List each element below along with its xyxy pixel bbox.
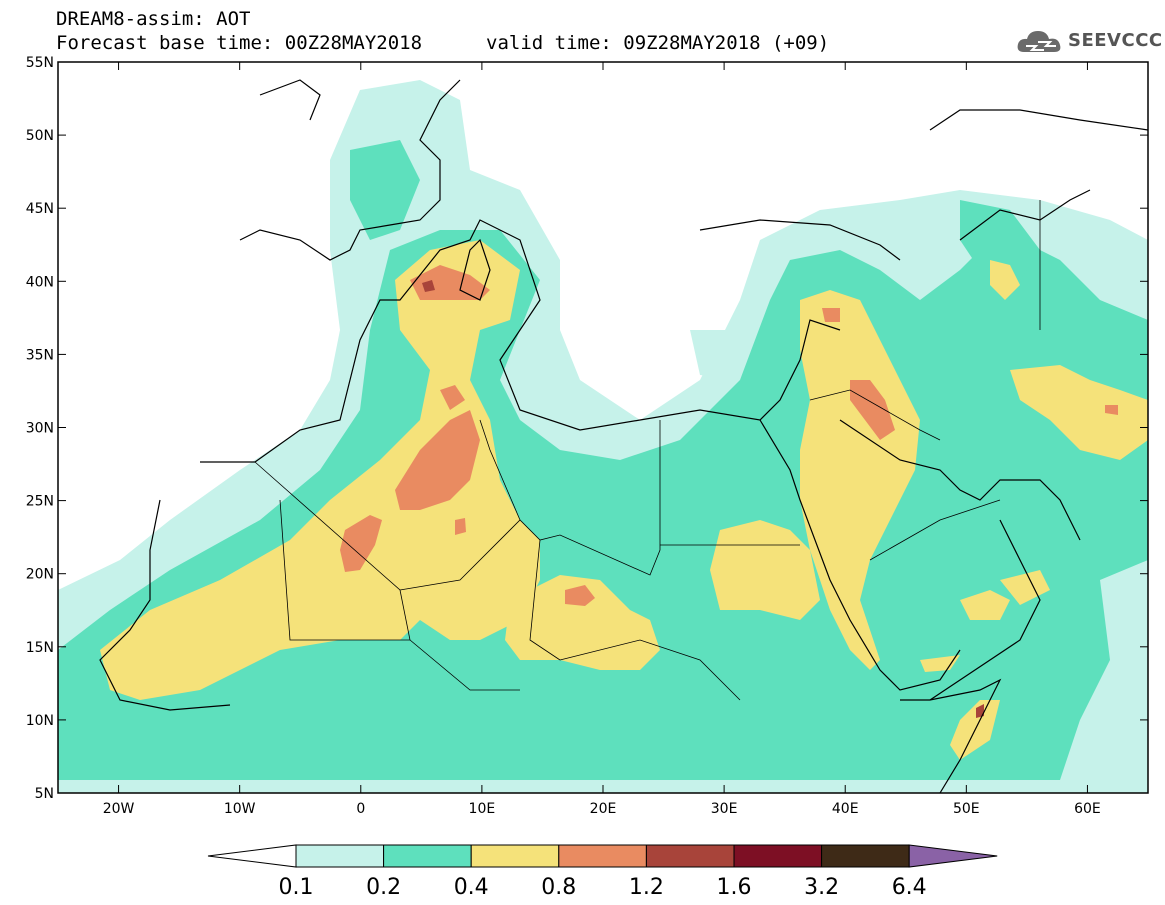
lat-tick-label: 45N bbox=[26, 201, 54, 217]
colorbar-segment bbox=[558, 844, 647, 868]
map-title: DREAM8-assim: AOT bbox=[56, 8, 251, 30]
colorbar: 0.1 0.2 0.4 0.8 1.2 1.6 3.2 6.4 bbox=[207, 844, 998, 900]
lon-tick-label: 50E bbox=[953, 801, 980, 817]
lat-tick-label: 30N bbox=[26, 421, 54, 437]
seevccc-logo: SEEVCCC bbox=[1016, 24, 1162, 58]
aot-level-0.2 bbox=[58, 140, 1148, 780]
lat-tick-label: 50N bbox=[26, 128, 54, 144]
lon-tick-label: 60E bbox=[1074, 801, 1101, 817]
lat-tick-label: 55N bbox=[26, 55, 54, 71]
forecast-base-time: Forecast base time: 00Z28MAY2018 bbox=[56, 32, 423, 54]
colorbar-over-arrow bbox=[908, 844, 998, 868]
colorbar-segment bbox=[645, 844, 735, 868]
colorbar-label: 0.2 bbox=[366, 875, 401, 900]
colorbar-label: 3.2 bbox=[804, 875, 839, 900]
colorbar-segment bbox=[470, 844, 560, 868]
colorbar-label: 0.8 bbox=[541, 875, 576, 900]
lat-tick-label: 10N bbox=[26, 713, 54, 729]
lon-tick-label: 30E bbox=[711, 801, 738, 817]
colorbar-segment bbox=[733, 844, 823, 868]
lat-tick-label: 20N bbox=[26, 567, 54, 583]
aot-field bbox=[58, 80, 1148, 793]
aot-level-0.8 bbox=[340, 265, 1118, 606]
lon-tick-label: 20E bbox=[590, 801, 617, 817]
colorbar-under-arrow bbox=[207, 844, 297, 868]
lat-tick-label: 15N bbox=[26, 640, 54, 656]
colorbar-label: 1.6 bbox=[717, 875, 752, 900]
aot-level-1.2 bbox=[422, 280, 984, 718]
lon-tick-label: 10E bbox=[469, 801, 496, 817]
colorbar-segment bbox=[383, 844, 472, 868]
lat-tick-label: 40N bbox=[26, 274, 54, 290]
lat-tick-label: 35N bbox=[26, 347, 54, 363]
colorbar-segment bbox=[821, 844, 910, 868]
lon-tick-label: 10W bbox=[224, 801, 256, 817]
lat-tick-label: 5N bbox=[35, 786, 54, 802]
colorbar-segment bbox=[295, 844, 385, 868]
longitude-ticks: 20W 10W 0 10E 20E 30E 40E 50E 60E bbox=[103, 62, 1101, 817]
lon-tick-label: 20W bbox=[103, 801, 135, 817]
valid-time: valid time: 09Z28MAY2018 (+09) bbox=[486, 32, 830, 54]
cloud-icon bbox=[1017, 31, 1061, 52]
lat-tick-label: 25N bbox=[26, 494, 54, 510]
latitude-ticks: 55N 50N 45N 40N 35N 30N 25N 20N 15N 10N 5N bbox=[26, 55, 1148, 802]
borders bbox=[254, 200, 1041, 701]
lon-tick-label: 40E bbox=[832, 801, 859, 817]
colorbar-label: 0.1 bbox=[279, 875, 314, 900]
forecast-times: Forecast base time: 00Z28MAY2018 valid ti… bbox=[56, 32, 829, 54]
lon-tick-label: 0 bbox=[356, 801, 365, 817]
coastlines bbox=[99, 79, 1148, 793]
colorbar-label: 1.2 bbox=[629, 875, 664, 900]
logo-text: SEEVCCC bbox=[1068, 30, 1163, 51]
colorbar-label: 0.4 bbox=[454, 875, 489, 900]
colorbar-label: 6.4 bbox=[892, 875, 927, 900]
